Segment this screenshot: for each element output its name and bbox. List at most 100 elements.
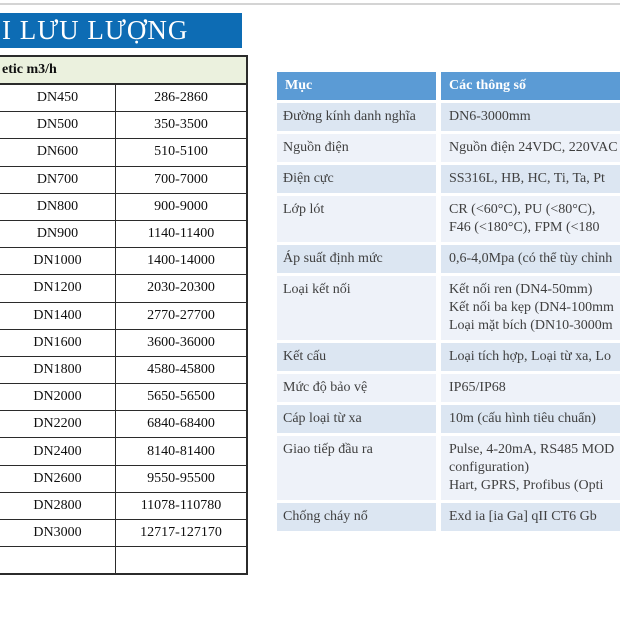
flow-range-cell: 286-2860 [116,85,248,112]
table-row: DN2600 9550-95500 [0,465,248,493]
table-row: DN450 286-2860 [0,85,248,113]
table-row: DN900 1140-11400 [0,220,248,249]
spec-row: Kết cấu Loại tích hợp, Loại từ xa, Lo [277,343,620,371]
spec-value-cell: Exd ia [ia Ga] qII CT6 Gb [441,503,620,531]
column-gap [436,134,441,162]
flow-range-cell: 9550-95500 [116,465,248,492]
dn-size-cell: DN1000 [0,248,116,275]
flow-range-cell: 6840-68400 [116,411,248,438]
flow-range-table: etic m3/h DN450 286-2860 DN500 350-3500 DN60… [0,55,248,576]
spec-row: Giao tiếp đầu ra Pulse, 4-20mA, RS485 MOD… [277,436,620,500]
column-gap [436,405,441,433]
flow-range-cell: 2770-27700 [116,302,248,329]
table-row [0,547,248,574]
flow-range-cell: 700-7000 [116,166,248,193]
column-gap [436,503,441,531]
spec-item-cell: Cáp loại từ xa [277,405,436,433]
flow-range-cell: 3600-36000 [116,329,248,356]
spec-value-cell: Pulse, 4-20mA, RS485 MOD configuration) Ha… [441,436,620,500]
flow-range-cell: 8140-81400 [116,438,248,465]
flow-range-cell: 1400-14000 [116,248,248,275]
flow-range-cell: 510-5100 [116,139,248,166]
table-row: DN1800 4580-45800 [0,356,248,385]
table-row: DN1200 2030-20300 [0,275,248,303]
spec-row: Chống cháy nổ Exd ia [ia Ga] qII CT6 Gb [277,503,620,531]
spec-value-line: F46 (<180°C), FPM (<180 [449,220,600,235]
spec-item-cell: Lớp lót [277,196,436,242]
column-gap [436,276,441,340]
spec-row: Cáp loại từ xa 10m (cấu hình tiêu chuẩn) [277,405,620,433]
dn-size-cell: DN600 [0,139,116,166]
dn-size-cell: DN1400 [0,302,116,329]
table-row: DN800 900-9000 [0,193,248,221]
column-gap [436,103,441,131]
flow-range-cell [116,547,248,574]
spec-table: Mục Các thông số Đường kính danh nghĩa DN… [277,72,620,534]
spec-value-cell: Kết nối ren (DN4-50mm) Kết nối ba kẹp (DN… [441,276,620,340]
table-row: DN600 510-5100 [0,139,248,167]
dn-size-cell: DN2200 [0,411,116,438]
spec-value-line: IP65/IP68 [449,380,506,395]
column-gap [436,196,441,242]
page-top-rule [0,3,620,5]
dn-size-cell [0,547,116,574]
dn-size-cell: DN900 [0,220,116,248]
dn-size-cell: DN800 [0,193,116,220]
spec-row: Nguồn điện Nguồn điện 24VDC, 220VAC [277,134,620,162]
spec-row: Mức độ bảo vệ IP65/IP68 [277,374,620,402]
dn-size-cell: DN1200 [0,275,116,302]
table-row: DN2800 11078-110780 [0,492,248,520]
column-gap [436,436,441,500]
table-row: DN1000 1400-14000 [0,248,248,276]
table-row: DN2400 8140-81400 [0,438,248,466]
table-row: DN700 700-7000 [0,166,248,194]
dn-size-cell: DN1600 [0,329,116,356]
spec-value-cell: DN6-3000mm [441,103,620,131]
dn-size-cell: DN2800 [0,492,116,519]
spec-value-line: Exd ia [ia Ga] qII CT6 Gb [449,509,597,524]
spec-item-cell: Loại kết nối [277,276,436,340]
spec-value-cell: 0,6-4,0Mpa (có thể tùy chỉnh [441,245,620,273]
table-row: DN2000 5650-56500 [0,384,248,412]
spec-value-line: 0,6-4,0Mpa (có thể tùy chỉnh [449,251,613,266]
spec-row: Lớp lót CR (<60°C), PU (<80°C), F46 (<180°… [277,196,620,242]
table-row: DN1600 3600-36000 [0,329,248,357]
spec-value-line: CR (<60°C), PU (<80°C), [449,202,596,217]
page-title: I LƯU LƯỢNG [2,15,189,45]
spec-value-line: Loại tích hợp, Loại từ xa, Lo [449,349,611,364]
flow-range-table-header: etic m3/h [0,55,248,85]
spec-row: Đường kính danh nghĩa DN6-3000mm [277,103,620,131]
dn-size-cell: DN450 [0,85,116,112]
column-gap [436,165,441,193]
flow-range-cell: 350-3500 [116,112,248,139]
column-gap [436,343,441,371]
flow-range-cell: 4580-45800 [116,356,248,384]
flow-range-cell: 12717-127170 [116,520,248,547]
spec-value-line: configuration) [449,460,530,475]
spec-value-line: Kết nối ren (DN4-50mm) [449,282,593,297]
spec-value-line: DN6-3000mm [449,109,531,124]
spec-value-cell: IP65/IP68 [441,374,620,402]
table-row: DN3000 12717-127170 [0,520,248,548]
column-gap [436,374,441,402]
spec-value-cell: 10m (cấu hình tiêu chuẩn) [441,405,620,433]
column-gap [436,72,441,100]
table-row: DN1400 2770-27700 [0,302,248,330]
spec-value-line: 10m (cấu hình tiêu chuẩn) [449,411,596,426]
flow-range-cell: 5650-56500 [116,384,248,411]
spec-value-line: Nguồn điện 24VDC, 220VAC [449,140,618,155]
page-title-banner: I LƯU LƯỢNG [0,13,242,48]
spec-item-cell: Giao tiếp đầu ra [277,436,436,500]
table-row: DN2200 6840-68400 [0,411,248,439]
flow-range-cell: 11078-110780 [116,492,248,519]
spec-col-header-item: Mục [277,72,436,100]
spec-value-cell: CR (<60°C), PU (<80°C), F46 (<180°C), FPM… [441,196,620,242]
spec-item-cell: Kết cấu [277,343,436,371]
flow-range-cell: 900-9000 [116,193,248,220]
spec-value-cell: Nguồn điện 24VDC, 220VAC [441,134,620,162]
spec-table-header-row: Mục Các thông số [277,72,620,100]
spec-item-cell: Nguồn điện [277,134,436,162]
spec-item-cell: Đường kính danh nghĩa [277,103,436,131]
spec-value-line: SS316L, HB, HC, Ti, Ta, Pt [449,171,605,186]
column-gap [436,245,441,273]
